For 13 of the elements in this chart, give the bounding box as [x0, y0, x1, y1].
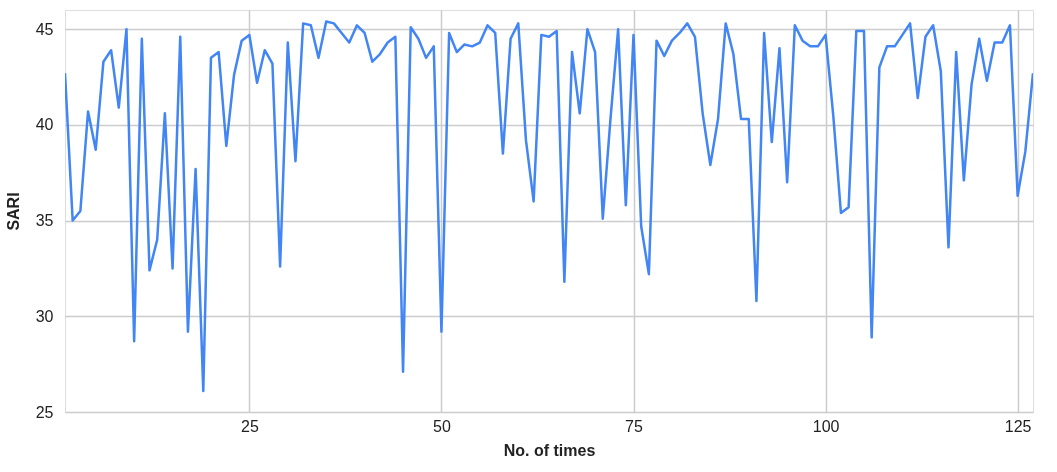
x-axis-title: No. of times	[503, 441, 596, 459]
x-tick-label: 25	[240, 417, 259, 435]
y-tick-label: 45	[35, 20, 54, 38]
x-tick-label: 75	[625, 417, 644, 435]
y-axis-title: SARI	[4, 192, 22, 231]
y-tick-label: 25	[35, 403, 54, 421]
y-tick-label: 40	[35, 116, 54, 134]
y-tick-label: 35	[35, 212, 54, 230]
y-tick-label: 30	[35, 307, 54, 325]
x-tick-label: 50	[433, 417, 451, 435]
x-tick-label: 100	[812, 417, 840, 435]
line-series	[65, 20, 1033, 393]
x-tick-label: 125	[1004, 417, 1032, 435]
